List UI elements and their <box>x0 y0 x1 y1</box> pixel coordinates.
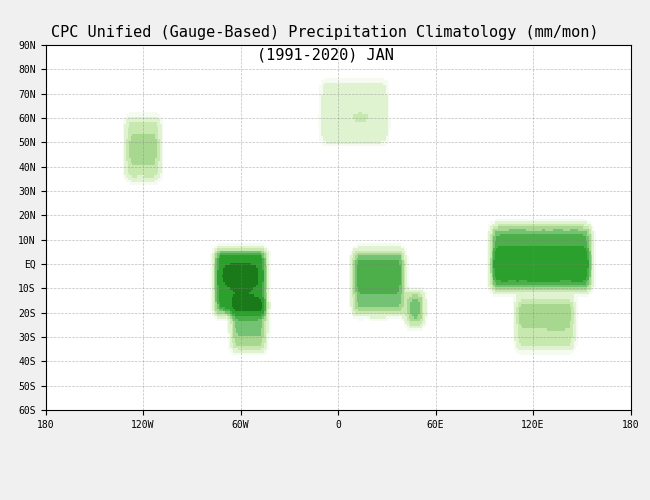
Text: (1991-2020) JAN: (1991-2020) JAN <box>257 48 393 62</box>
Text: CPC Unified (Gauge-Based) Precipitation Climatology (mm/mon): CPC Unified (Gauge-Based) Precipitation … <box>51 25 599 40</box>
